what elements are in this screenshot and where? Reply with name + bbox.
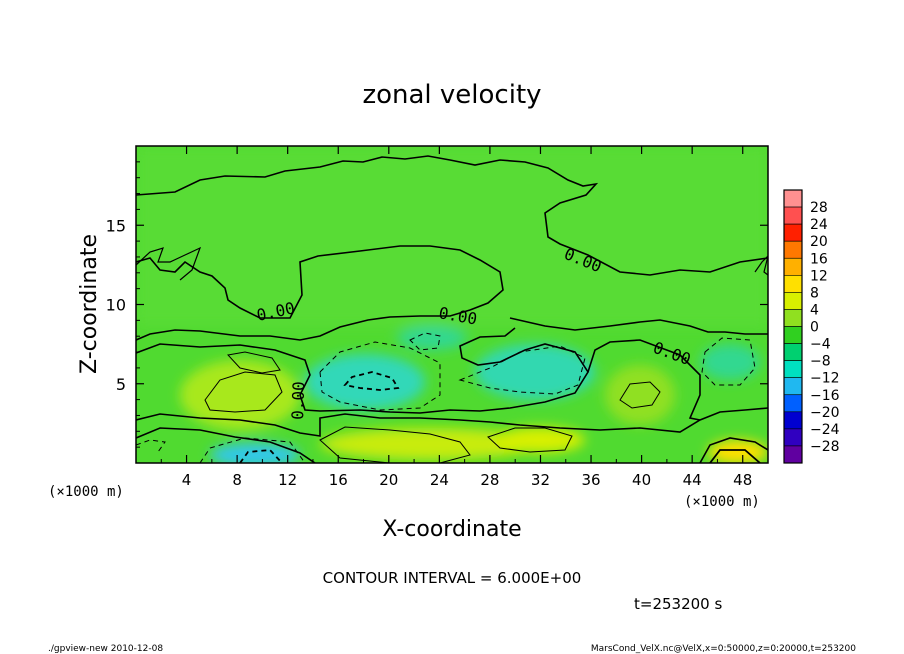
jet-low-mid-shade xyxy=(320,428,540,460)
neg-contour-small xyxy=(227,351,281,374)
neg-region-4 xyxy=(700,344,760,380)
x-tick-label-8: 36 xyxy=(581,471,600,489)
colorbar-swatch-7 xyxy=(783,309,803,327)
x-tick-label-7: 32 xyxy=(531,471,550,489)
y-axis: 5 10 15 xyxy=(106,161,768,448)
neg-contour-low-left xyxy=(199,437,306,463)
x-tick-label-4: 20 xyxy=(379,471,398,489)
colorbar-label-2: 20 xyxy=(810,234,828,250)
colorbar-label-7: 0 xyxy=(810,320,819,336)
pos-contour-mid xyxy=(319,426,471,463)
neg-region-2 xyxy=(475,344,595,400)
zero-contour-noise-left xyxy=(136,246,202,281)
neg-contour-2 xyxy=(458,345,586,395)
zero-contour-lower xyxy=(136,327,589,414)
colorbar-swatch-4 xyxy=(783,257,803,276)
pos-contour-mid2 xyxy=(487,427,573,453)
zero-contour-mid xyxy=(136,245,504,341)
x-unit-right: (×1000 m) xyxy=(684,494,760,510)
colorbar-frame xyxy=(783,189,803,464)
colorbar-label-8: −4 xyxy=(810,337,831,353)
colorbar-label-14: −28 xyxy=(810,439,840,455)
colorbar-label-11: −16 xyxy=(810,388,840,404)
contour-label-5: 0.00 xyxy=(288,381,308,420)
colorbar-label-13: −24 xyxy=(810,422,840,438)
zero-contour-bottom2 xyxy=(699,437,768,463)
colorbar-label-4: 12 xyxy=(810,268,828,284)
plot-area: 0.00 0.00 0.00 0.00 0.00 xyxy=(136,146,768,463)
neg-contour-1 xyxy=(319,341,441,411)
colorbar-label-1: 24 xyxy=(810,217,828,233)
colorbar-swatch-2 xyxy=(783,223,803,242)
neg-contour-3 xyxy=(409,332,441,351)
colorbar-label-0: 28 xyxy=(810,200,828,216)
negative-contours xyxy=(136,332,756,463)
colorbar-swatch-13 xyxy=(783,411,803,430)
colorbar-swatch-12 xyxy=(783,394,803,413)
y-tick-label-1: 10 xyxy=(106,296,126,315)
colorbar-swatch-9 xyxy=(783,343,803,361)
footer-left: ./gpview-new 2010-12-08 xyxy=(48,644,163,654)
y-axis-label: Z-coordinate xyxy=(77,234,102,374)
upper-shade xyxy=(136,146,768,326)
footer-right: MarsCond_VelX.nc@VelX,x=0:50000,z=0:2000… xyxy=(591,644,856,654)
colorbar-swatch-8 xyxy=(783,326,803,344)
colorbar-label-5: 8 xyxy=(810,285,819,301)
zero-contour-mid2 xyxy=(509,317,768,335)
zero-contour-upper xyxy=(136,155,768,276)
colorbar-swatch-6 xyxy=(783,292,803,310)
y-tick-label-0: 5 xyxy=(116,375,126,394)
y-tick-label-2: 15 xyxy=(106,216,126,235)
chart-title: zonal velocity xyxy=(362,80,541,110)
x-unit-left: (×1000 m) xyxy=(48,484,124,500)
colorbar-label-3: 16 xyxy=(810,251,828,267)
contour-lines xyxy=(136,155,768,463)
pos-contour-corner xyxy=(709,449,761,463)
colorbar-swatch-1 xyxy=(783,206,803,225)
colorbar-label-9: −8 xyxy=(810,354,831,370)
zero-contour-bottom xyxy=(136,427,316,463)
x-tick-label-3: 16 xyxy=(329,471,348,489)
zero-contour-noise-right xyxy=(754,255,768,276)
zero-contour-right xyxy=(587,339,701,421)
zero-contour-lower2 xyxy=(136,407,768,437)
colorbar-label-6: 4 xyxy=(810,302,819,318)
x-tick-label-11: 48 xyxy=(733,471,752,489)
pos-contour-left xyxy=(204,371,283,413)
neg-region-1 xyxy=(305,354,425,410)
colorbar-swatch-0 xyxy=(783,189,803,208)
neg-contour-edge xyxy=(136,439,166,453)
colorbar-swatch-10 xyxy=(783,360,803,378)
colorbar-label-12: −20 xyxy=(810,405,840,421)
neg-contour-1-inner xyxy=(343,371,400,391)
x-tick-label-9: 40 xyxy=(632,471,651,489)
pos-region-right xyxy=(605,365,675,425)
x-tick-label-1: 8 xyxy=(232,471,242,489)
x-tick-label-2: 12 xyxy=(278,471,297,489)
x-axis-label: X-coordinate xyxy=(382,517,521,542)
time-text: t=253200 s xyxy=(634,595,722,613)
colorbar-label-10: −12 xyxy=(810,371,840,387)
colorbar-swatch-14 xyxy=(783,428,803,447)
x-tick-label-0: 4 xyxy=(182,471,192,489)
x-tick-label-10: 44 xyxy=(683,471,702,489)
neg-region-3 xyxy=(397,326,467,350)
x-tick-label-6: 28 xyxy=(480,471,499,489)
pos-region-left xyxy=(180,360,300,430)
pos-contour-right xyxy=(619,381,661,409)
colorbar-swatch-5 xyxy=(783,275,803,293)
x-tick-label-5: 24 xyxy=(430,471,449,489)
colorbar-swatch-3 xyxy=(783,240,803,259)
colorbar-swatch-15 xyxy=(783,445,803,464)
colorbar-swatch-11 xyxy=(783,377,803,396)
x-axis: 4 8 12 16 20 24 28 32 36 40 44 48 xyxy=(160,146,752,489)
contour-interval-text: CONTOUR INTERVAL = 6.000E+00 xyxy=(323,569,582,587)
